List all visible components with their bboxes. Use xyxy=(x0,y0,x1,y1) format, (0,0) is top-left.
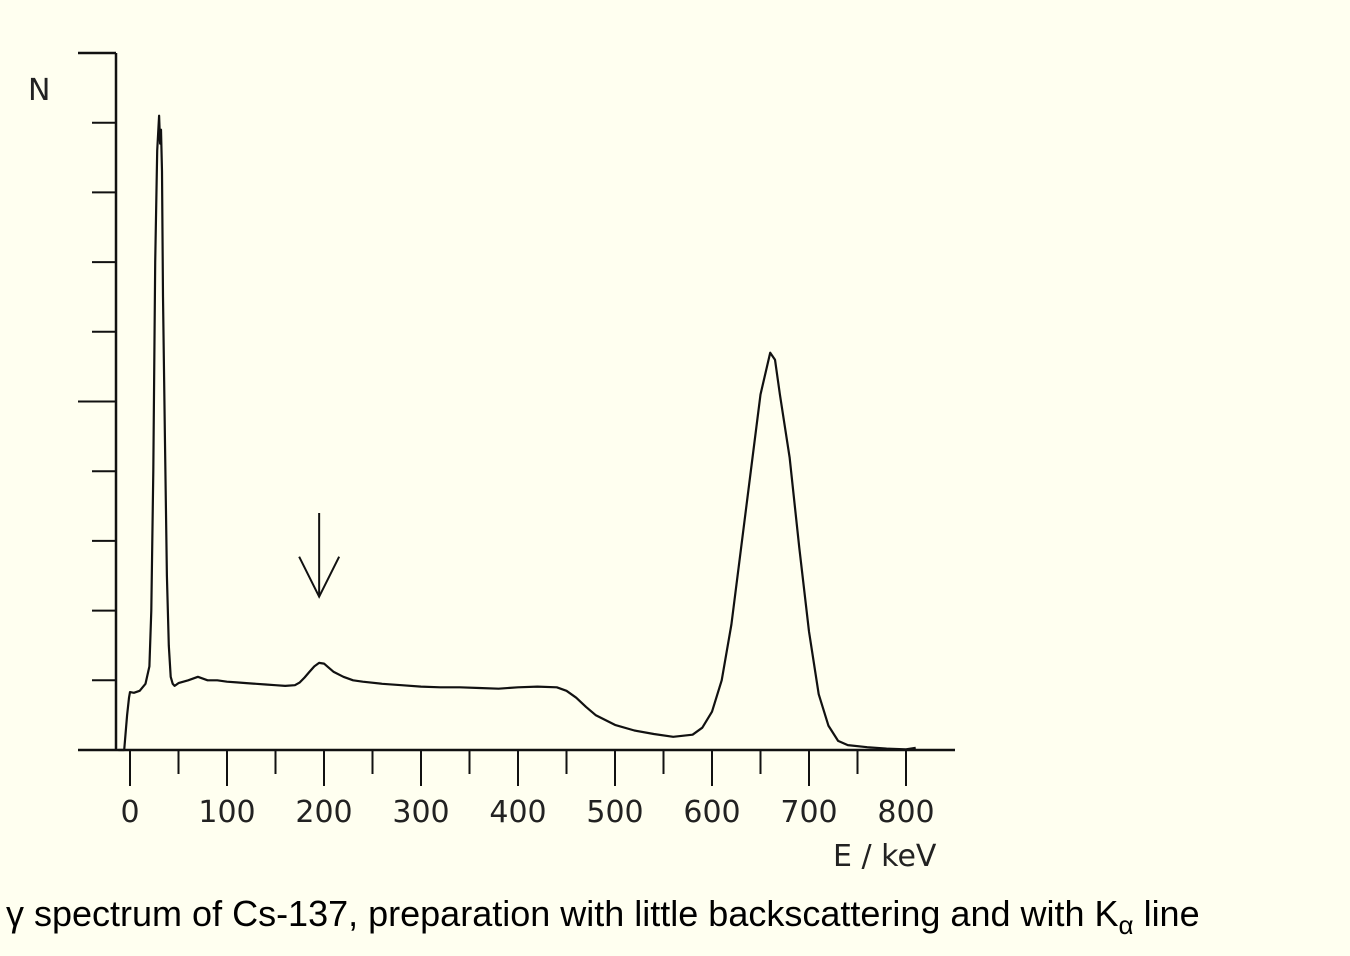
y-axis-label: N xyxy=(28,73,50,108)
figure-caption: γ spectrum of Cs-137, preparation with l… xyxy=(6,893,1346,941)
x-tick-label: 400 xyxy=(489,795,546,830)
arrow-head xyxy=(298,556,341,599)
x-tick-label: 600 xyxy=(683,795,740,830)
arrow-annotation xyxy=(298,513,341,599)
x-tick-label: 0 xyxy=(120,795,139,830)
axes xyxy=(78,51,955,752)
x-tick-label: 200 xyxy=(295,795,352,830)
spectrum-chart: 0 100 200 300 400 500 600 700 800 N E / keV xyxy=(28,51,955,874)
x-tick-label: 100 xyxy=(198,795,255,830)
tick-labels: 0 100 200 300 400 500 600 700 800 xyxy=(120,795,934,830)
x-axis-label: E / keV xyxy=(833,839,937,874)
ticks xyxy=(78,52,907,786)
x-tick-label: 300 xyxy=(392,795,449,830)
x-tick-label: 700 xyxy=(780,795,837,830)
x-tick-label: 500 xyxy=(586,795,643,830)
x-tick-label: 800 xyxy=(877,795,934,830)
caption-subscript: α xyxy=(1118,910,1134,941)
spectrum-line xyxy=(118,114,916,752)
caption-text: γ spectrum of Cs-137, preparation with l… xyxy=(6,893,1119,934)
caption-suffix: line xyxy=(1133,893,1200,934)
